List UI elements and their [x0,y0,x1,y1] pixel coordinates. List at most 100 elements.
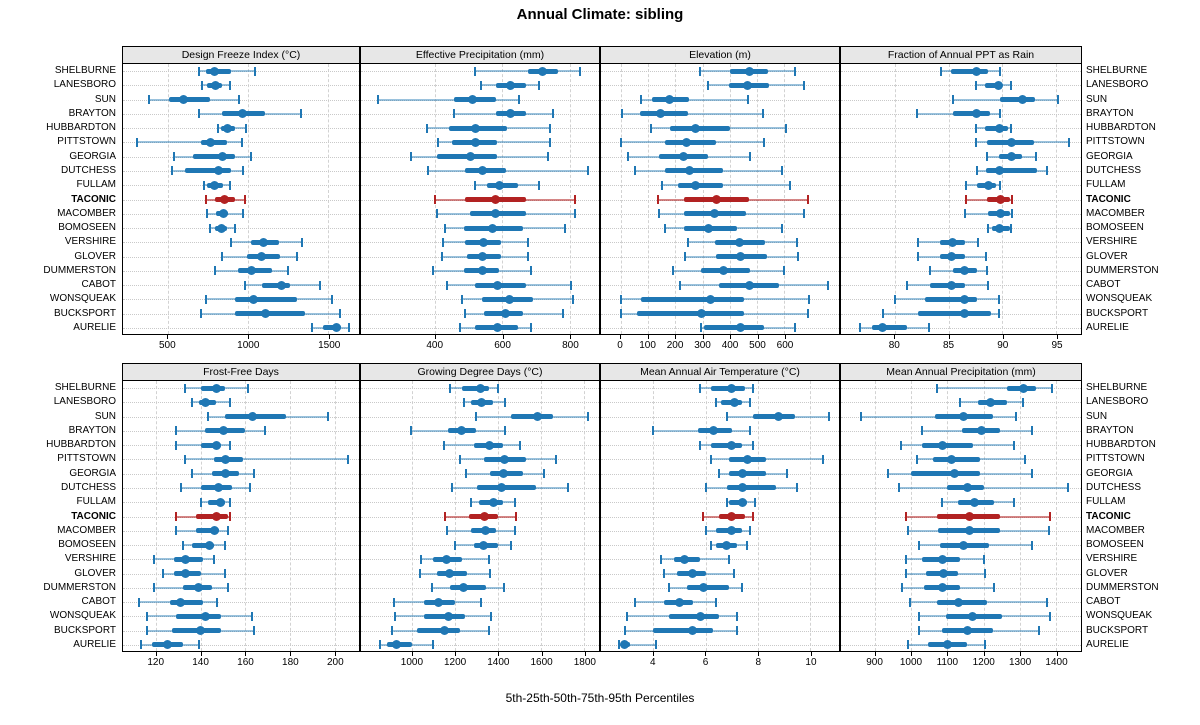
vertical-gridline [1056,64,1058,334]
whisker-cap [785,469,788,479]
percentile-box-25-75 [461,385,489,391]
horizontal-gridline [841,170,1081,172]
median-dot [994,123,1004,133]
whisker-cap [445,280,448,290]
whisker-cap [573,209,576,219]
median-dot [214,483,224,493]
axis-tick [702,335,704,339]
whisker-cap [1024,454,1027,464]
whisker-cap [982,554,985,564]
whisker-cap [678,280,681,290]
median-dot [163,640,173,650]
median-dot [968,611,978,621]
median-dot [214,166,224,176]
whisker-cap [698,66,701,76]
horizontal-gridline [361,616,599,618]
median-dot [212,512,221,521]
whisker-cap [725,412,728,422]
whisker-cap [538,180,541,190]
axis-tick-label: 8 [755,657,762,668]
axis-tick-label: 200 [326,657,344,668]
row-label-left-glover: GLOVER [74,567,116,579]
whisker-cap [1068,137,1071,147]
whisker-cap [555,454,558,464]
whisker-cap [546,152,549,162]
whisker-cap [224,540,227,550]
median-dot [194,583,204,593]
horizontal-gridline [123,128,359,130]
whisker-cap [448,383,451,393]
horizontal-gridline [361,71,599,73]
whisker-cap [460,294,463,304]
whisker-cap [244,195,246,204]
whisker-cap [974,123,977,133]
whisker-cap [228,512,231,521]
median-dot [950,469,960,479]
percentile-box-25-75 [641,296,744,302]
whisker-cap [1010,80,1013,90]
row-label-right-fullam: FULLAM [1086,179,1126,191]
vertical-gridline [875,381,877,651]
whisker-cap [464,309,467,319]
row-label-left-fullam: FULLAM [76,179,116,191]
whisker-cap [683,252,686,262]
median-dot [494,180,504,190]
whisker-cap [228,180,231,190]
median-dot [210,80,220,90]
whisker-cap [999,109,1002,119]
whisker-cap [170,166,173,176]
median-dot [220,469,230,479]
whisker-cap [410,152,413,162]
horizontal-gridline [841,185,1081,187]
whisker-cap [199,309,202,319]
percentile-box-25-75 [710,442,743,448]
median-dot [500,454,510,464]
whisker-cap [671,266,674,276]
median-dot [491,209,501,219]
axis-tick-label: 1400 [487,657,510,668]
median-dot [487,223,497,233]
axis-tick-label: 85 [942,340,955,351]
panel-title: Frost-Free Days [122,363,360,381]
percentile-box-25-75 [322,325,341,331]
horizontal-gridline [601,99,839,101]
horizontal-gridline [841,213,1081,215]
row-label-left-sun: SUN [94,93,116,105]
whisker-cap [420,554,423,564]
whisker-cap [904,569,907,579]
axis-tick-label: 0 [617,340,623,351]
whisker-cap [652,426,655,436]
median-dot [217,223,227,233]
axis-tick-label: 180 [282,657,299,668]
median-dot [942,640,952,650]
whisker-cap [228,497,231,507]
whisker-cap [928,323,931,333]
whisker-cap [462,397,465,407]
whisker-cap [619,309,622,319]
whisker-cap [434,195,437,204]
percentile-box-25-75 [176,613,221,619]
whisker-cap [319,280,322,290]
whisker-cap [715,597,718,607]
percentile-box-25-75 [235,311,306,317]
median-dot [937,583,947,593]
percentile-range-5-95 [622,112,763,115]
whisker-cap [761,109,764,119]
whisker-cap [454,540,457,550]
whisker-cap [906,640,909,650]
median-dot [246,266,256,276]
whisker-cap [797,252,800,262]
whisker-cap [941,497,944,507]
whisker-cap [998,309,1001,319]
whisker-cap [1022,397,1025,407]
axis-tick [730,335,732,339]
whisker-cap [704,483,707,493]
median-dot [711,195,721,204]
horizontal-gridline [601,416,839,418]
percentile-box-25-75 [637,311,744,317]
whisker-cap [393,597,396,607]
whisker-cap [139,640,142,650]
percentile-range-5-95 [710,458,824,461]
axis-tick [248,335,250,339]
axis-tick-label: 1000 [400,657,424,668]
